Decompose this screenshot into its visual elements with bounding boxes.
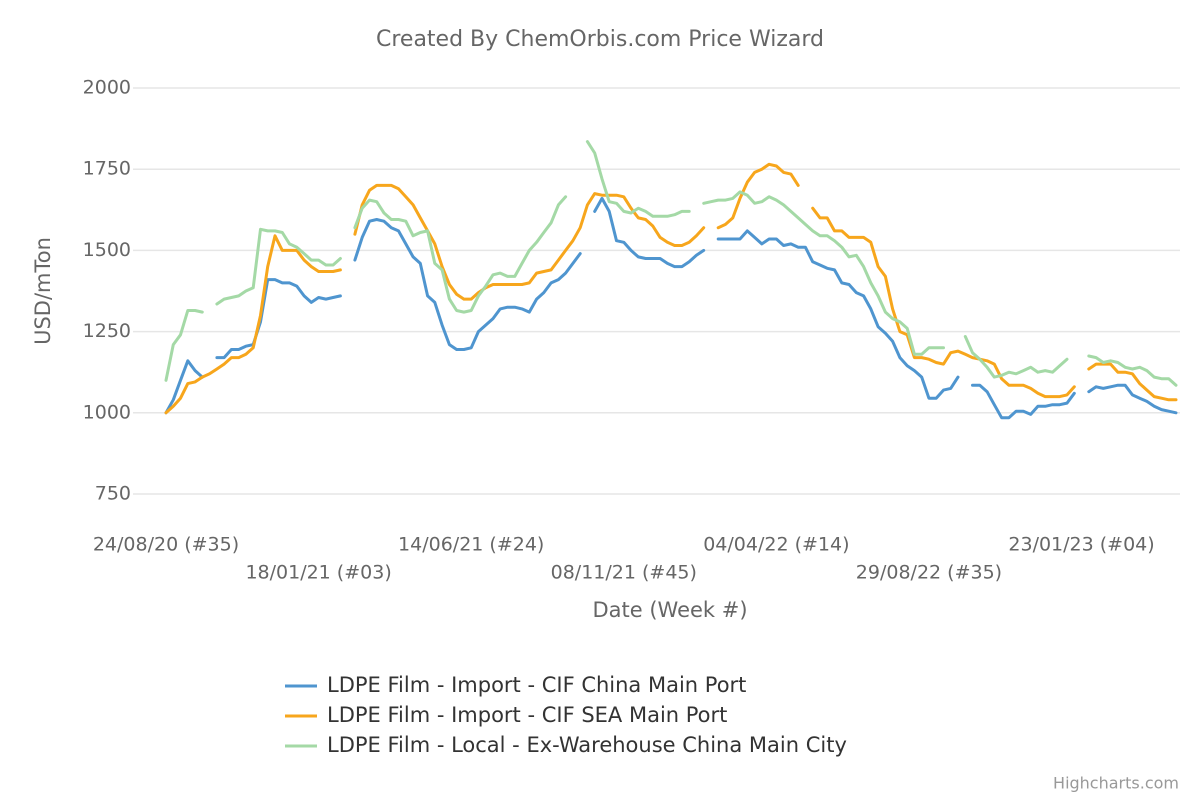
series-line — [716, 162, 800, 230]
credits[interactable]: Highcharts.com — [1053, 774, 1179, 793]
legend-item[interactable]: LDPE Film - Local - Ex-Warehouse China M… — [285, 733, 847, 757]
legend-label: LDPE Film - Import - CIF China Main Port — [327, 673, 746, 697]
x-tick-label: 18/01/21 (#03) — [245, 562, 391, 584]
series-line — [1087, 362, 1178, 402]
y-axis-title: USD/mTon — [31, 237, 55, 345]
series-line — [716, 229, 960, 400]
legend-label: LDPE Film - Import - CIF SEA Main Port — [327, 703, 727, 727]
series-line — [215, 278, 342, 360]
series-line — [353, 195, 568, 314]
series-line — [164, 359, 204, 415]
y-tick-label: 750 — [95, 483, 131, 505]
y-tick-label: 2000 — [83, 77, 131, 99]
series-line — [585, 140, 691, 218]
series-line — [1087, 354, 1178, 387]
series-line — [811, 206, 1076, 399]
legend-label: LDPE Film - Local - Ex-Warehouse China M… — [327, 733, 847, 757]
series-line — [702, 190, 945, 356]
series-line — [963, 335, 1069, 379]
series-line — [164, 234, 342, 415]
y-tick-label: 1000 — [83, 401, 131, 423]
y-tick-label: 1500 — [83, 239, 131, 261]
series-line — [353, 218, 582, 351]
series-line — [353, 183, 706, 301]
x-tick-label: 14/06/21 (#24) — [398, 534, 544, 556]
x-tick-label: 29/08/22 (#35) — [856, 562, 1002, 584]
series-line — [1087, 383, 1178, 415]
x-tick-label: 24/08/20 (#35) — [93, 534, 239, 556]
x-axis-title: Date (Week #) — [592, 598, 747, 622]
legend-item[interactable]: LDPE Film - Import - CIF SEA Main Port — [285, 703, 727, 727]
y-tick-label: 1250 — [83, 320, 131, 342]
series-line — [593, 196, 706, 269]
series-line — [164, 309, 204, 382]
series-line — [971, 383, 1076, 420]
y-tick-label: 1750 — [83, 158, 131, 180]
series-line — [215, 227, 342, 306]
legend-item[interactable]: LDPE Film - Import - CIF China Main Port — [285, 673, 746, 697]
x-tick-label: 23/01/23 (#04) — [1008, 534, 1154, 556]
x-tick-label: 08/11/21 (#45) — [551, 562, 697, 584]
x-tick-label: 04/04/22 (#14) — [703, 534, 849, 556]
chart-title: Created By ChemOrbis.com Price Wizard — [376, 27, 824, 52]
